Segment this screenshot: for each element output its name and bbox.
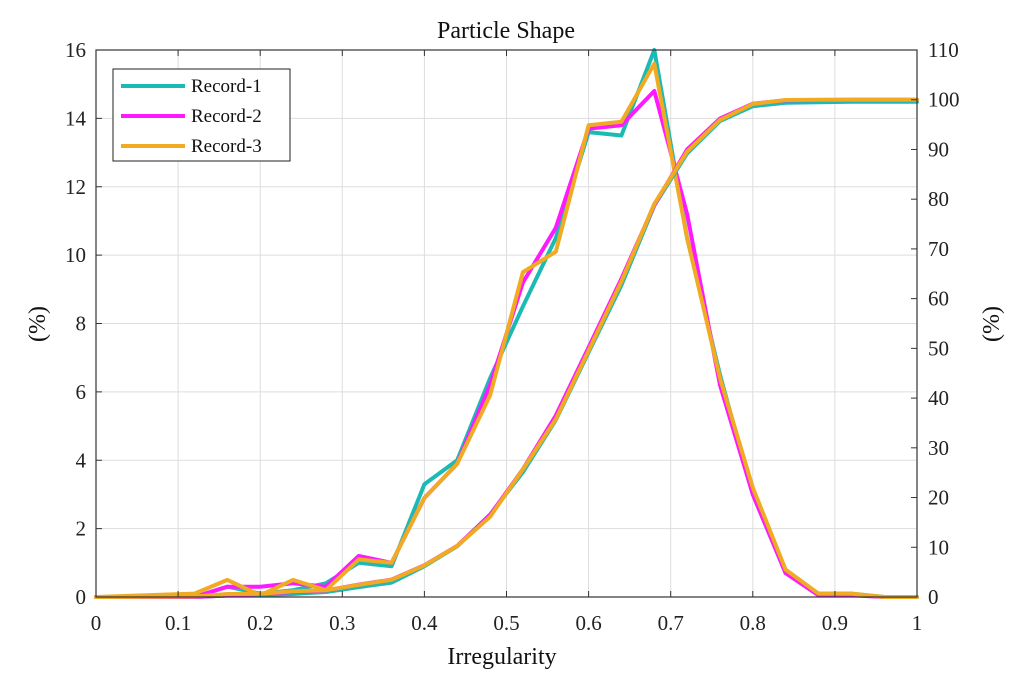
y-left-tick-label-0: 0 xyxy=(76,585,87,609)
x-tick-label-4: 0.4 xyxy=(411,611,438,635)
series-line-record-3-cumulative xyxy=(94,97,919,599)
y-left-tick-label-6: 12 xyxy=(65,175,86,199)
y-axis-label-left: (%) xyxy=(25,306,51,342)
x-tick-label-7: 0.7 xyxy=(658,611,684,635)
y-right-tick-label-3: 30 xyxy=(928,436,949,460)
y-right-tick-label-8: 80 xyxy=(928,187,949,211)
y-left-tick-label-1: 2 xyxy=(76,517,87,541)
y-ticks-left: 0 2 4 6 8 10 12 14 16 xyxy=(65,38,102,609)
x-axis-label: Irregularity xyxy=(447,644,556,670)
legend-label-record-2: Record-2 xyxy=(191,106,262,127)
y-left-tick-label-8: 16 xyxy=(65,38,86,62)
x-ticks: 0 0.1 0.2 0.3 0.4 0.5 0.6 0.7 0.8 0.9 1 xyxy=(91,50,923,635)
y-right-tick-label-5: 50 xyxy=(928,336,949,360)
x-tick-label-8: 0.8 xyxy=(740,611,766,635)
y-left-tick-label-3: 6 xyxy=(76,380,87,404)
x-tick-label-2: 0.2 xyxy=(247,611,273,635)
y-right-tick-label-2: 20 xyxy=(928,486,949,510)
legend-label-record-3: Record-3 xyxy=(191,136,262,157)
y-right-tick-label-10: 100 xyxy=(928,88,960,112)
x-tick-label-5: 0.5 xyxy=(493,611,519,635)
y-right-tick-label-11: 110 xyxy=(928,38,959,62)
y-left-tick-label-5: 10 xyxy=(65,243,86,267)
y-axis-label-right: (%) xyxy=(979,306,1005,342)
y-right-tick-label-9: 90 xyxy=(928,137,949,161)
y-right-tick-label-0: 0 xyxy=(928,585,939,609)
y-left-tick-label-7: 14 xyxy=(65,106,87,130)
series-lines xyxy=(94,48,919,599)
x-tick-label-6: 0.6 xyxy=(575,611,601,635)
y-right-tick-label-1: 10 xyxy=(928,535,949,559)
y-right-tick-label-4: 40 xyxy=(928,386,949,410)
y-right-tick-label-7: 70 xyxy=(928,237,949,261)
x-tick-label-3: 0.3 xyxy=(329,611,355,635)
chart-title: Particle Shape xyxy=(437,18,575,44)
y-right-tick-label-6: 60 xyxy=(928,287,949,311)
x-tick-label-10: 1 xyxy=(912,611,923,635)
x-tick-label-1: 0.1 xyxy=(165,611,191,635)
legend-label-record-1: Record-1 xyxy=(191,76,262,97)
y-left-tick-label-4: 8 xyxy=(76,312,87,336)
x-tick-label-0: 0 xyxy=(91,611,102,635)
series-line-record-3 xyxy=(94,61,919,599)
legend: Record-1 Record-2 Record-3 xyxy=(112,68,291,162)
y-left-tick-label-2: 4 xyxy=(76,448,87,472)
x-tick-label-9: 0.9 xyxy=(822,611,848,635)
y-ticks-right: 0 10 20 30 40 50 60 70 80 90 100 110 xyxy=(911,38,960,609)
